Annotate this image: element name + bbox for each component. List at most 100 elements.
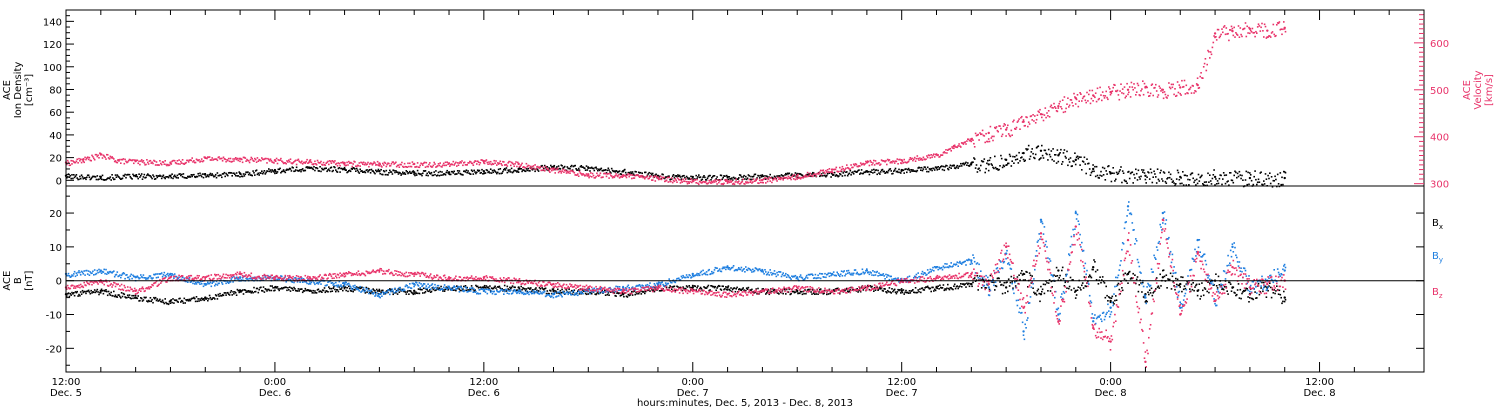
data-point-sb0 <box>859 290 862 293</box>
data-point-st0 <box>201 173 204 175</box>
data-point-sb0 <box>1273 289 1275 291</box>
series-t0-point <box>726 175 729 179</box>
data-point-st1 <box>307 162 309 164</box>
data-point-sb0 <box>149 297 152 299</box>
data-point-sb0 <box>980 287 983 289</box>
data-point-sb0 <box>119 295 121 298</box>
data-point-st1 <box>1203 62 1206 65</box>
data-point-st0 <box>598 169 601 172</box>
data-point-st1 <box>1280 28 1282 30</box>
data-point-st0 <box>392 169 394 171</box>
data-point-st1 <box>1145 85 1147 88</box>
data-point-st1 <box>611 176 614 179</box>
data-point-sb0 <box>570 289 573 292</box>
data-point-sb0 <box>1128 270 1131 273</box>
data-point-st1 <box>569 172 571 174</box>
data-point-st0 <box>1191 172 1194 174</box>
data-point-st1 <box>1154 86 1156 89</box>
data-point-sb0 <box>294 289 297 292</box>
data-point-sb1 <box>178 276 180 279</box>
data-point-st1 <box>729 179 731 182</box>
data-point-st1 <box>220 157 222 160</box>
data-point-st1 <box>106 153 108 156</box>
data-point-sb1 <box>393 292 395 294</box>
data-point-st0 <box>733 177 736 180</box>
data-point-sb0 <box>422 292 424 294</box>
data-point-st1 <box>364 162 367 164</box>
data-point-st1 <box>219 158 221 160</box>
data-point-st0 <box>157 175 159 177</box>
data-point-sb0 <box>746 288 749 290</box>
data-point-st0 <box>1053 160 1055 162</box>
data-point-st1 <box>1211 46 1214 49</box>
data-point-st1 <box>516 165 518 168</box>
data-point-sb1 <box>381 295 383 297</box>
series-t1-point <box>378 162 381 165</box>
data-point-st0 <box>563 165 566 168</box>
data-point-st1 <box>66 163 68 166</box>
data-point-st1 <box>868 164 871 167</box>
data-point-sb0 <box>288 289 290 291</box>
data-point-st1 <box>1269 36 1272 38</box>
data-point-st1 <box>685 180 688 183</box>
data-point-sb1 <box>147 276 150 279</box>
data-point-st1 <box>839 170 842 172</box>
data-point-st0 <box>384 173 387 176</box>
data-point-sb1 <box>573 294 576 296</box>
data-point-st0 <box>780 174 783 176</box>
data-point-sb0 <box>79 295 81 297</box>
data-point-st0 <box>408 171 410 174</box>
data-point-st1 <box>97 154 99 157</box>
data-point-st1 <box>395 165 398 168</box>
data-point-st1 <box>1248 26 1250 29</box>
data-point-st1 <box>1148 95 1151 97</box>
data-point-st1 <box>131 159 133 162</box>
data-point-st1 <box>619 176 622 178</box>
data-point-sb1 <box>105 268 107 271</box>
data-point-st1 <box>295 163 298 166</box>
data-point-st0 <box>160 177 163 180</box>
data-point-sb0 <box>1095 279 1098 281</box>
data-point-st1 <box>694 179 697 181</box>
data-point-sb0 <box>723 288 725 291</box>
data-point-st1 <box>1167 94 1169 97</box>
data-point-st0 <box>1069 157 1072 159</box>
data-point-sb0 <box>933 290 935 292</box>
data-point-st0 <box>93 175 95 178</box>
data-point-sb0 <box>506 285 509 288</box>
data-point-st1 <box>1015 126 1018 129</box>
data-point-st0 <box>1190 172 1193 175</box>
data-point-sb1 <box>302 278 305 280</box>
data-point-st1 <box>1122 92 1125 95</box>
data-point-st1 <box>947 148 950 151</box>
data-point-st0 <box>469 173 472 175</box>
data-point-st1 <box>533 167 536 170</box>
data-point-st0 <box>947 167 949 170</box>
data-point-st1 <box>1092 100 1094 102</box>
data-point-st0 <box>244 173 247 175</box>
data-point-sb0 <box>68 295 71 298</box>
data-point-sb0 <box>498 285 501 288</box>
data-point-sb0 <box>1077 286 1080 288</box>
data-point-sb0 <box>427 290 429 292</box>
data-point-st0 <box>281 170 283 173</box>
data-point-st0 <box>1232 181 1235 184</box>
data-point-st0 <box>908 169 911 171</box>
data-point-sb0 <box>604 294 607 296</box>
data-point-st0 <box>145 176 147 179</box>
data-point-sb1 <box>499 290 502 292</box>
data-point-sb0 <box>673 285 676 288</box>
data-point-sb0 <box>402 290 405 293</box>
data-point-st0 <box>175 176 178 179</box>
data-point-sb0 <box>988 288 991 291</box>
data-point-sb0 <box>625 295 628 298</box>
data-point-sb0 <box>208 294 211 297</box>
data-point-sb1 <box>331 282 334 284</box>
data-point-st1 <box>957 145 959 147</box>
data-point-sb1 <box>404 285 407 288</box>
data-point-st0 <box>481 168 483 171</box>
data-point-sb0 <box>717 285 719 288</box>
data-point-sb0 <box>556 292 558 294</box>
data-point-sb1 <box>547 294 549 296</box>
data-point-sb1 <box>577 290 580 292</box>
